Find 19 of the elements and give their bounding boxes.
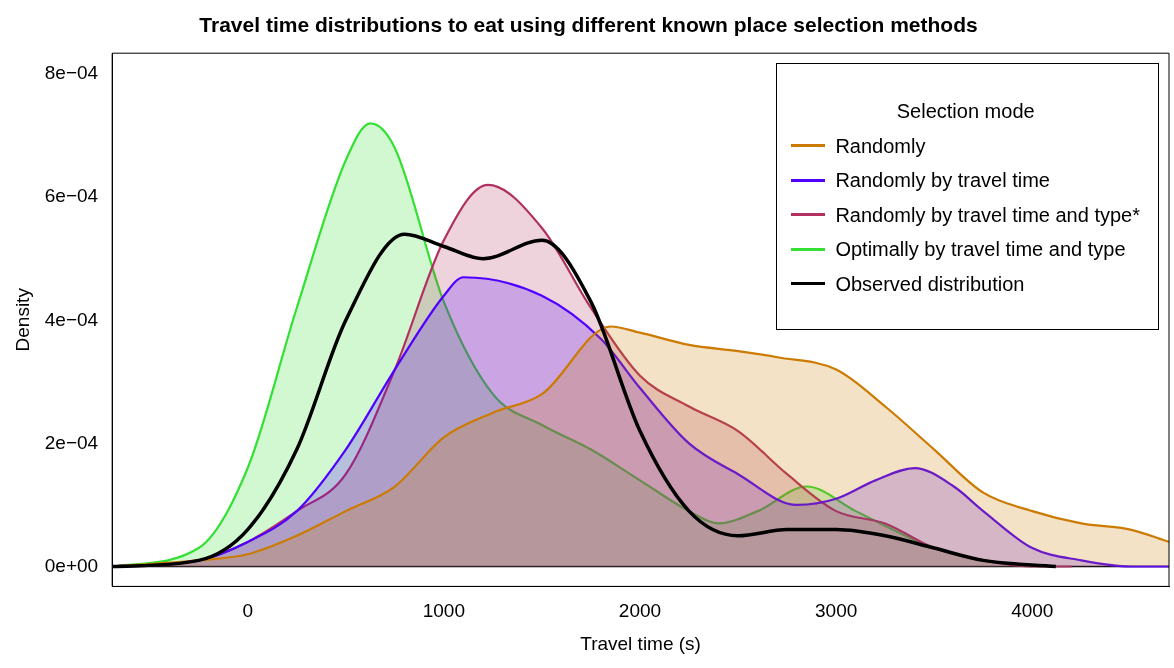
- legend-title: Selection mode: [895, 99, 1036, 125]
- x-tick-label: 0: [242, 600, 253, 622]
- x-tick-label: 3000: [815, 600, 858, 622]
- chart-title: Travel time distributions to eat using different known place selection methods: [199, 13, 978, 37]
- legend-label: Randomly by travel time and type*: [835, 202, 1140, 228]
- x-tick-label: 2000: [618, 600, 662, 622]
- legend-label: Optimally by travel time and type: [835, 237, 1126, 263]
- y-axis-title: Density: [11, 287, 33, 352]
- y-tick-label: 4e−04: [44, 308, 99, 330]
- legend-label: Randomly: [835, 133, 926, 159]
- legend-label: Randomly by travel time: [835, 168, 1050, 194]
- y-tick-label: 0e+00: [44, 554, 99, 576]
- legend-label: Observed distribution: [835, 271, 1025, 297]
- x-axis-title: Travel time (s): [580, 632, 701, 654]
- x-tick-label: 1000: [422, 600, 465, 622]
- y-tick-label: 6e−04: [44, 185, 99, 207]
- y-tick-label: 2e−04: [44, 431, 99, 453]
- x-tick-label: 4000: [1011, 600, 1054, 622]
- y-tick-label: 8e−04: [44, 62, 99, 84]
